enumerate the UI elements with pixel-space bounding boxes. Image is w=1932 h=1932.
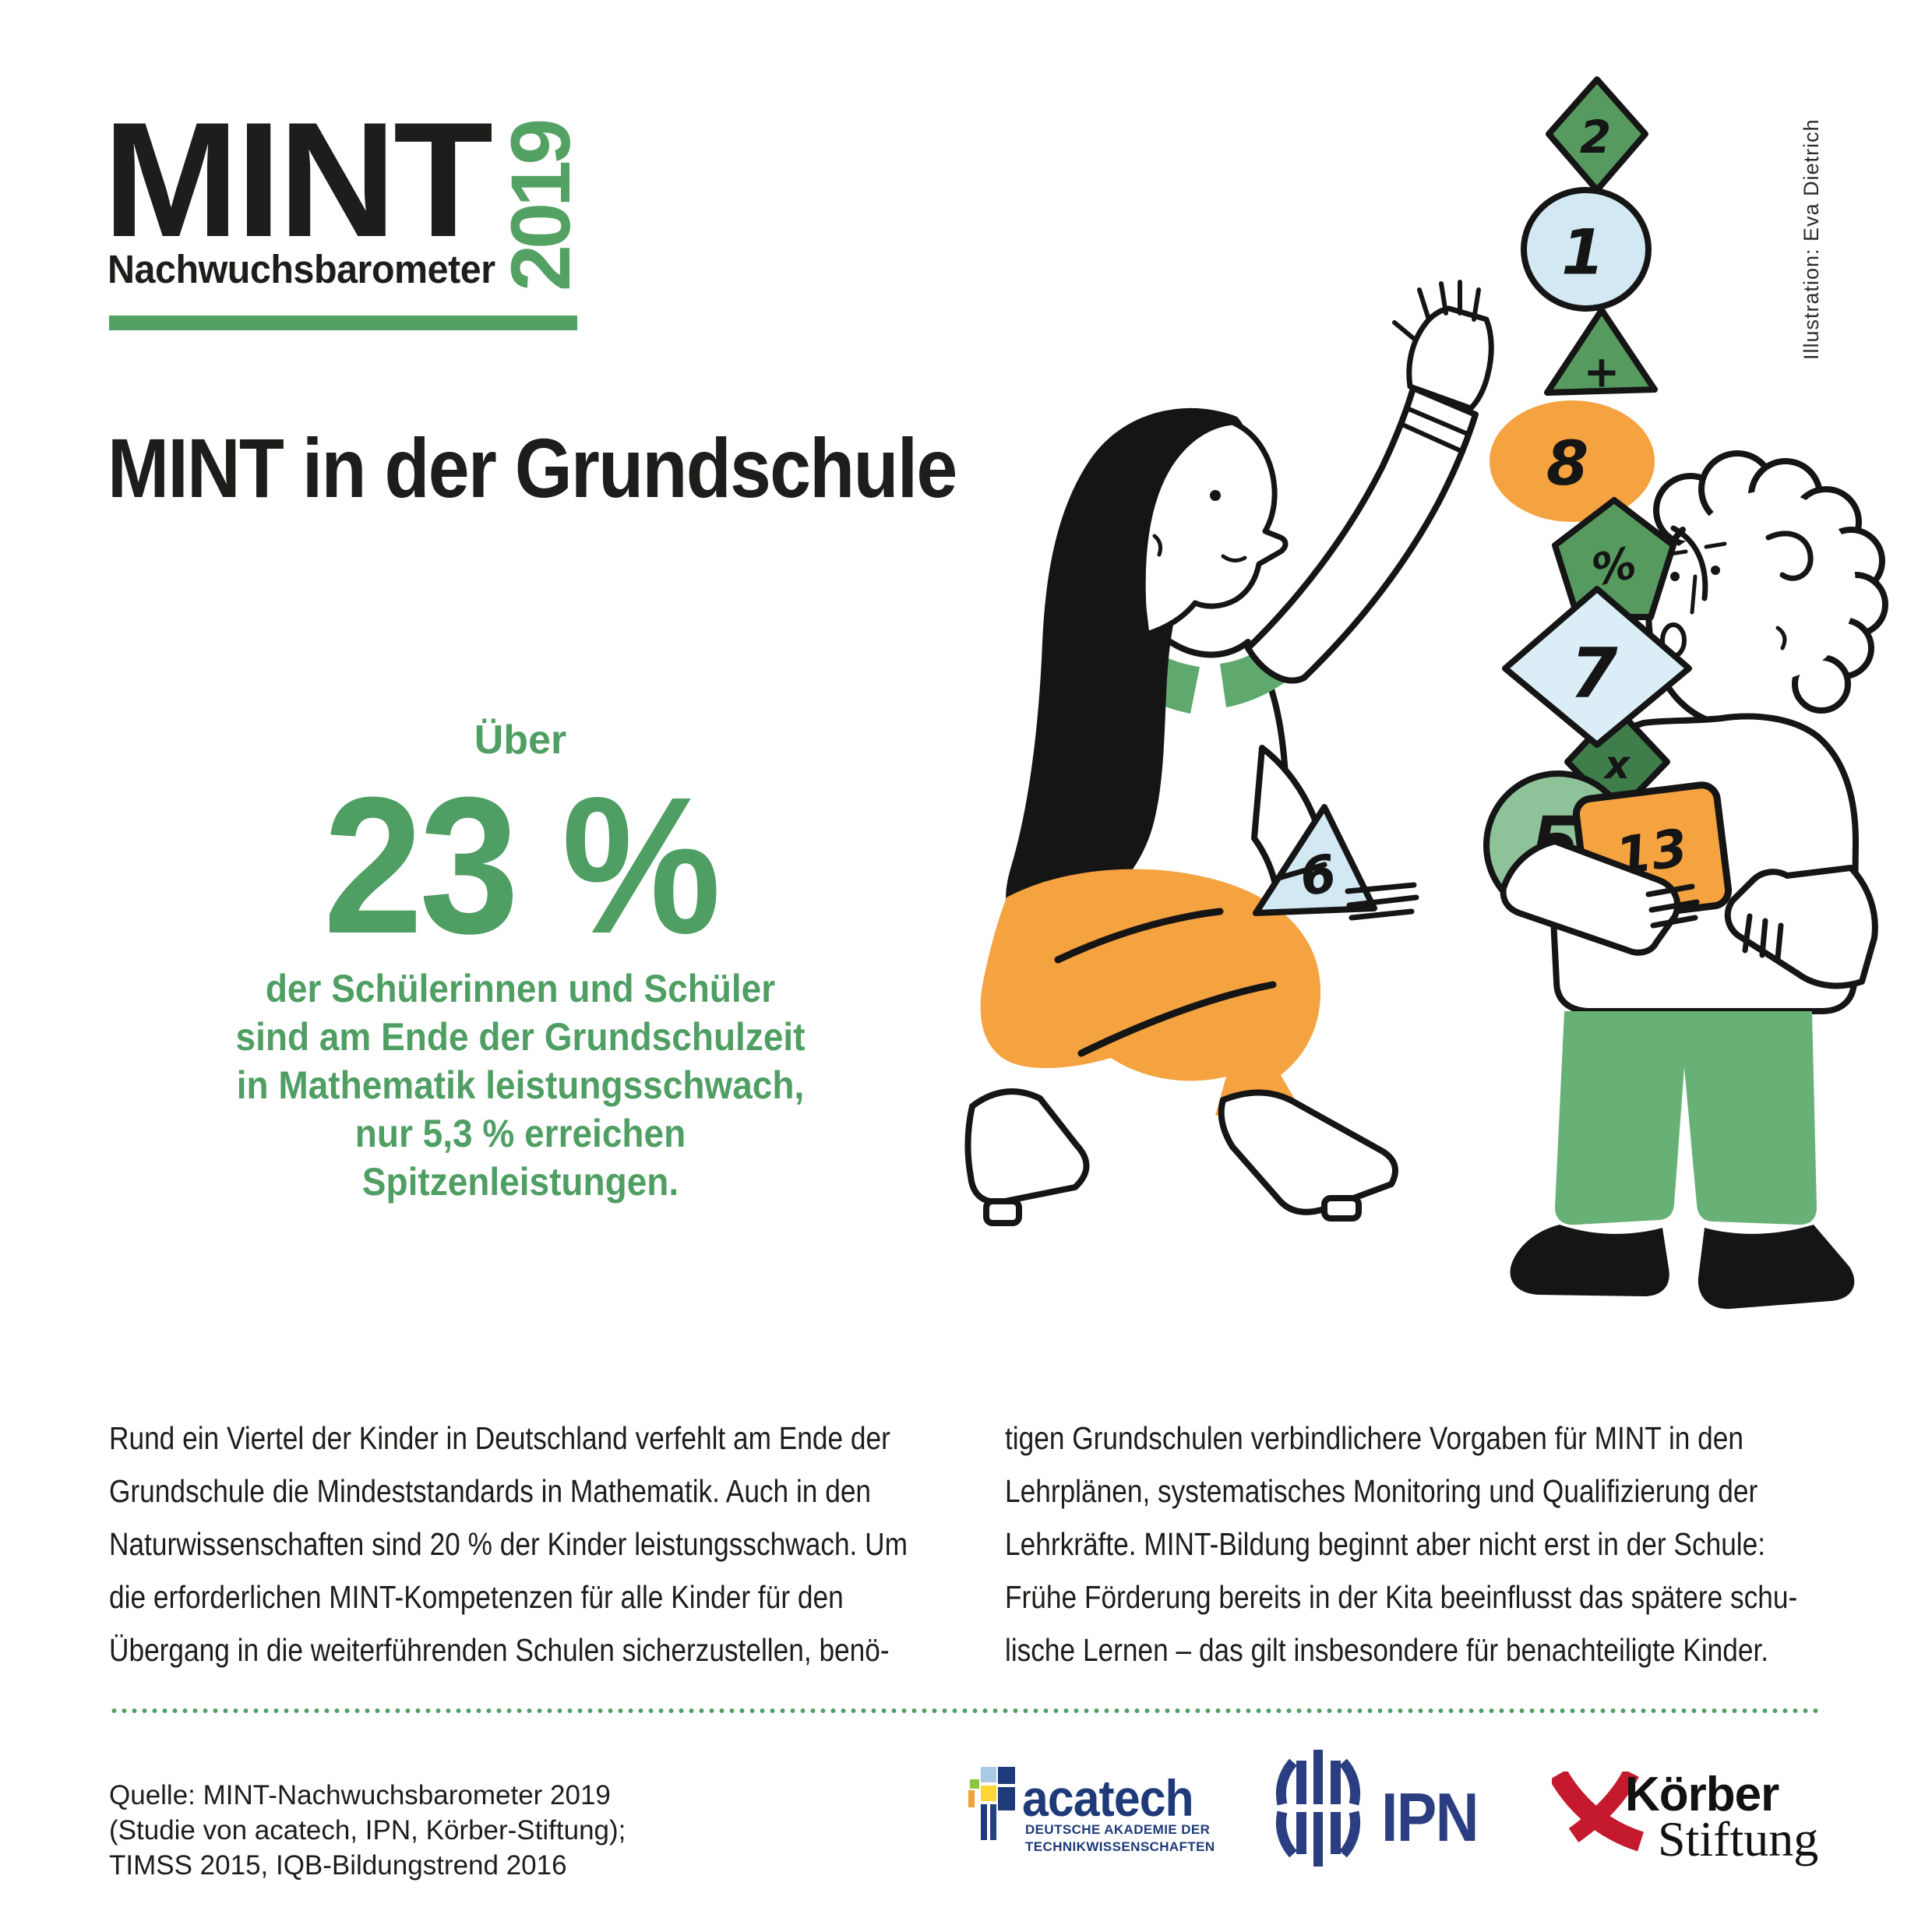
page-title: MINT in der Grundschule: [108, 421, 957, 515]
illustration-teacher-child: 6: [964, 76, 1888, 1310]
logo-title: MINT: [103, 88, 493, 271]
body-line: Lehrkräfte. MINT-Bildung beginnt aber ni…: [1005, 1526, 1766, 1562]
illustration-credit: Illustration: Eva Dietrich: [1800, 118, 1823, 360]
ipn-logo-emblem: [1275, 1750, 1361, 1867]
shape-triangle-6: [1253, 804, 1377, 916]
stat-value: 23 %: [323, 756, 721, 974]
svg-text:+: +: [1584, 347, 1620, 398]
child-legs: [1510, 1011, 1855, 1310]
shape-diamond-7: [1502, 586, 1692, 748]
woman-pants: [980, 869, 1321, 1116]
child-shoe-right: [1698, 1225, 1855, 1310]
acatech-logo-text: acatech: [1022, 1769, 1194, 1827]
svg-text:8: 8: [1546, 429, 1588, 499]
stat-line: der Schülerinnen und Schüler: [265, 967, 776, 1010]
source-line: (Studie von acatech, IPN, Körber-Stiftun…: [109, 1815, 626, 1846]
body-line: lische Lernen – das gilt insbesondere fü…: [1005, 1632, 1769, 1668]
child-shoe-left: [1510, 1225, 1669, 1296]
woman-boot-front: [1218, 1089, 1399, 1215]
child-arms: [1500, 838, 1878, 989]
child-eye: [1670, 572, 1680, 581]
svg-text:1: 1: [1561, 217, 1605, 289]
source-line: TIMSS 2015, IQB-Bildungstrend 2016: [109, 1850, 567, 1881]
body-column-left: Rund ein Viertel der Kinder in Deutschla…: [109, 1412, 908, 1676]
stat-description: der Schülerinnen und Schüler sind am End…: [142, 964, 899, 1206]
woman-eye: [1210, 490, 1221, 501]
shape-triangle-plus: [1544, 307, 1658, 396]
ipn-logo-text: IPN: [1381, 1779, 1479, 1856]
child-eye: [1711, 566, 1720, 575]
body-line: Grundschule die Mindeststandards in Math…: [109, 1473, 872, 1509]
child-pants: [1555, 1011, 1817, 1225]
source-block: Quelle: MINT-Nachwuchsbarometer 2019 (St…: [109, 1778, 626, 1883]
acatech-logo-subtitle: DEUTSCHE AKADEMIE DER TECHNIKWISSENSCHAF…: [1025, 1822, 1215, 1854]
body-line: Lehrplänen, systematisches Monitoring un…: [1005, 1473, 1758, 1509]
logo-year: 2019: [493, 122, 587, 291]
woman-hand-up: [1406, 305, 1494, 411]
woman-figure: 6: [964, 280, 1494, 1226]
shape-blob-8: [1490, 400, 1655, 522]
svg-text:x: x: [1602, 742, 1631, 788]
dotted-divider: [109, 1708, 1824, 1714]
svg-text:2: 2: [1580, 111, 1611, 164]
stat-line: nur 5,3 % erreichen: [354, 1112, 686, 1155]
woman-boot-back: [964, 1088, 1090, 1205]
svg-text:7: 7: [1570, 633, 1618, 714]
stat-lead: Über: [474, 717, 567, 763]
stat-line: in Mathematik leistungsschwach,: [236, 1063, 805, 1107]
body-line: Frühe Förderung bereits in der Kita beei…: [1005, 1579, 1798, 1615]
woman-raised-arm: [1245, 385, 1479, 684]
woman-face: [1140, 419, 1289, 637]
stat-line: Spitzenleistungen.: [361, 1160, 679, 1204]
body-line: tigen Grundschulen verbindlichere Vorgab…: [1005, 1420, 1744, 1456]
koerber-logo-text-2: Stiftung: [1658, 1811, 1819, 1867]
body-column-right: tigen Grundschulen verbindlichere Vorgab…: [1005, 1412, 1798, 1676]
body-line: Naturwissenschaften sind 20 % der Kinder…: [109, 1526, 908, 1562]
source-line: Quelle: MINT-Nachwuchsbarometer 2019: [109, 1780, 611, 1810]
stat-line: sind am Ende der Grundschulzeit: [235, 1015, 806, 1059]
body-line: Übergang in die weiterführenden Schulen …: [109, 1632, 890, 1668]
logo-underline: [109, 316, 577, 330]
shape-circle-1: [1521, 187, 1652, 312]
logo-subtitle: Nachwuchsbarometer: [108, 247, 495, 291]
body-line: die erforderlichen MINT-Kompetenzen für …: [109, 1579, 844, 1615]
stat-block: Über 23 % der Schülerinnen und Schüler s…: [109, 717, 932, 1206]
koerber-logo-text-1: Körber: [1625, 1768, 1779, 1821]
koerber-logo-mark: [1552, 1772, 1645, 1852]
acatech-logo-icon: [968, 1767, 1017, 1845]
body-line: Rund ein Viertel der Kinder in Deutschla…: [109, 1420, 890, 1456]
